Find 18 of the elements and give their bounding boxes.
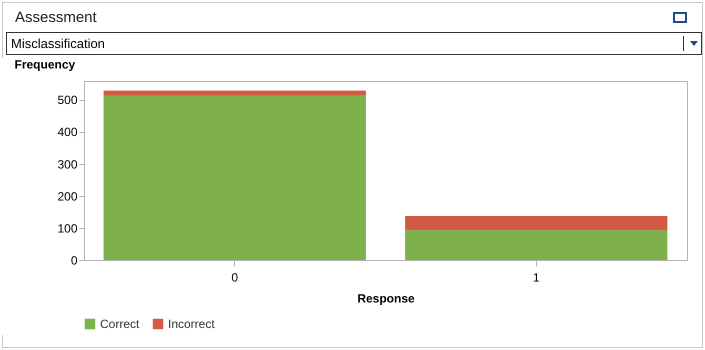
bar <box>104 96 366 260</box>
chart-subtitle: Misclassification <box>11 36 105 51</box>
y-tick-label: 0 <box>70 254 78 268</box>
bar <box>405 216 668 230</box>
bar <box>104 90 366 96</box>
chart-title: Assessment <box>15 9 97 26</box>
bar <box>405 230 668 260</box>
y-tick-label: 400 <box>57 125 78 140</box>
y-tick-label: 500 <box>57 93 78 108</box>
dropdown-field: Misclassification <box>6 32 702 55</box>
legend-label: Incorrect <box>168 317 216 331</box>
x-axis-title: Response <box>357 292 415 306</box>
y-tick-label: 200 <box>57 189 78 204</box>
x-tick-label: 1 <box>532 270 540 284</box>
y-axis-title: Frequency <box>14 58 76 72</box>
legend-label: Correct <box>100 317 140 331</box>
y-tick-label: 100 <box>57 221 78 236</box>
y-tick-label: 300 <box>57 157 78 172</box>
